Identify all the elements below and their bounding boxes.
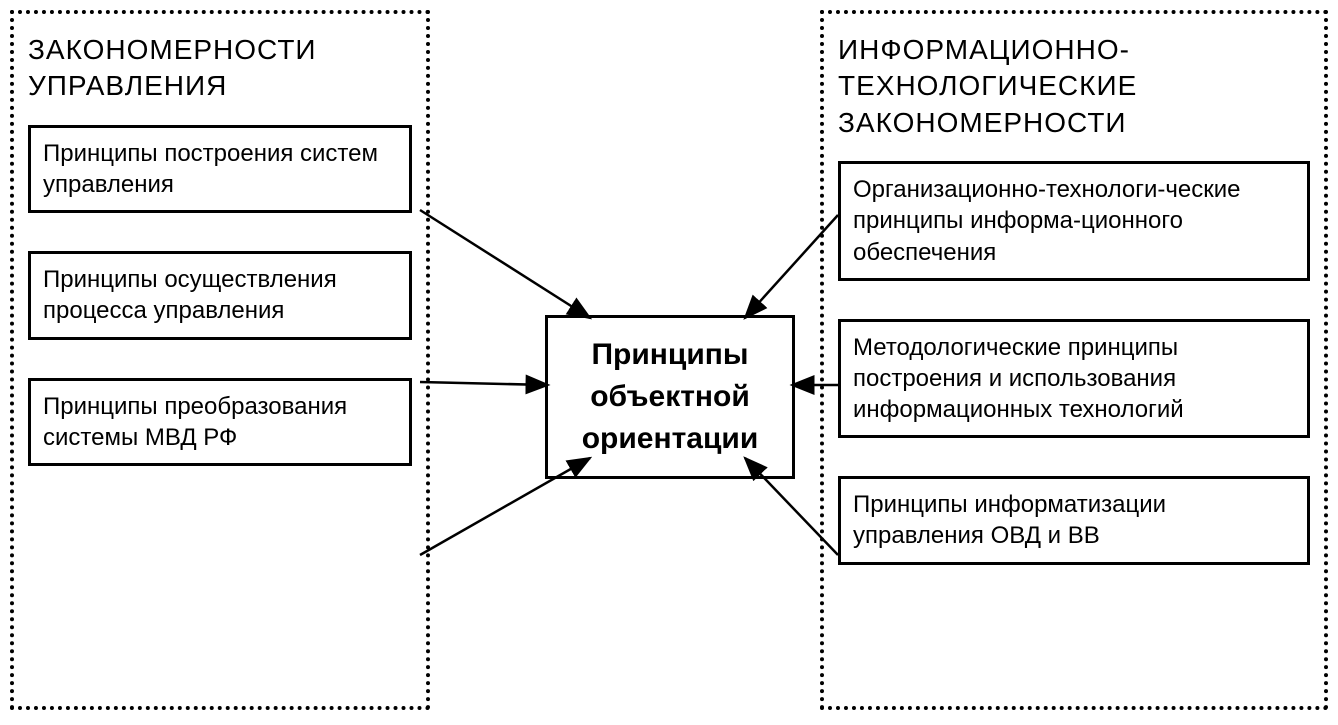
- left-box-3: Принципы преобразования системы МВД РФ: [28, 378, 412, 466]
- right-box-2: Методологические принципы построения и и…: [838, 319, 1310, 439]
- arrow-left-box-2: [420, 382, 548, 385]
- center-box: Принципы объектной ориентации: [545, 315, 795, 479]
- right-box-1: Организационно-технологи-ческие принципы…: [838, 161, 1310, 281]
- right-group: ИНФОРМАЦИОННО-ТЕХНОЛОГИЧЕСКИЕ ЗАКОНОМЕРН…: [820, 10, 1328, 710]
- right-group-title: ИНФОРМАЦИОННО-ТЕХНОЛОГИЧЕСКИЕ ЗАКОНОМЕРН…: [838, 32, 1310, 141]
- center-box-line2: объектной: [572, 376, 768, 418]
- left-group: ЗАКОНОМЕРНОСТИ УПРАВЛЕНИЯ Принципы постр…: [10, 10, 430, 710]
- left-group-title: ЗАКОНОМЕРНОСТИ УПРАВЛЕНИЯ: [28, 32, 412, 105]
- arrow-left-box-1: [420, 210, 590, 318]
- left-box-2: Принципы осуществления процесса управлен…: [28, 251, 412, 339]
- center-box-line3: ориентации: [572, 418, 768, 460]
- right-box-3: Принципы информатизации управления ОВД и…: [838, 476, 1310, 564]
- center-box-line1: Принципы: [572, 334, 768, 376]
- left-box-1: Принципы построения систем управления: [28, 125, 412, 213]
